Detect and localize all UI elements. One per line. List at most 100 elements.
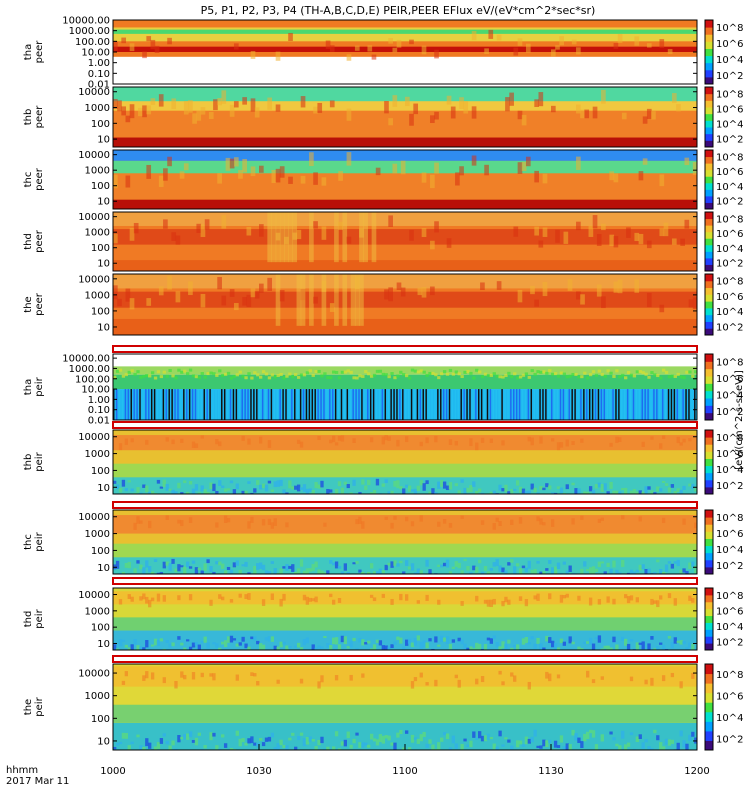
panel-probe-label: the <box>23 296 34 312</box>
panel-species-label: peir <box>34 451 45 471</box>
panel-frame <box>112 211 698 272</box>
y-tick-label: 100 <box>91 181 110 192</box>
colorbar-units-label: [eV/(cm^2-s-sr-eV)] <box>734 370 745 470</box>
colorbar-tick-label: 10^2 <box>716 71 743 82</box>
colorbar-tick-label: 10^8 <box>716 433 743 444</box>
colorbar-tick-label: 10^2 <box>716 734 743 745</box>
x-tick-label: 1000 <box>100 766 125 777</box>
panel-species-label: peir <box>34 608 45 628</box>
separator-strip <box>112 501 698 509</box>
y-tick-label: 10000 <box>78 212 110 223</box>
colorbar-tick-label: 10^8 <box>716 357 743 368</box>
energy-band <box>113 463 697 478</box>
colorbar-tick-label: 10^2 <box>716 407 743 418</box>
colorbar-tick-label: 10^8 <box>716 277 743 288</box>
energy-band <box>113 150 697 161</box>
colorbar-tick-label: 10^6 <box>716 374 743 385</box>
panel-probe-label: thd <box>23 233 34 250</box>
colorbar-tick-label: 10^4 <box>716 545 743 556</box>
y-tick-label: 10000 <box>78 669 110 680</box>
colorbar-tick-label: 10^4 <box>716 244 743 255</box>
panel-thb-peir: 10000 1000 100 10 thb peir <box>23 429 698 495</box>
y-tick-label: 10 <box>97 639 110 650</box>
y-tick-label: 10000.00 <box>62 16 110 27</box>
y-tick-label: 100 <box>91 466 110 477</box>
colorbar-tick-label: 10^6 <box>716 167 743 178</box>
energy-band <box>113 29 697 34</box>
colorbar-tick-label: 10^2 <box>716 481 743 492</box>
y-tick-label: 1.00 <box>88 58 110 69</box>
panel-species-label: peer <box>34 229 45 253</box>
y-tick-label: 1000.00 <box>69 364 110 375</box>
panel-thd-peer: 10000 1000 100 10 thd peer <box>23 211 698 272</box>
y-tick-label: 1000 <box>85 691 110 702</box>
y-tick-label: 10 <box>97 483 110 494</box>
colorbar: 10^2 10^4 10^6 10^8 <box>704 273 743 336</box>
separator-strip <box>112 577 698 585</box>
date-label: 2017 Mar 11 <box>6 776 70 787</box>
colorbar: 10^2 10^4 10^6 10^8 <box>704 86 743 148</box>
y-tick-label: 100.00 <box>75 37 110 48</box>
panel-species-label: peir <box>34 531 45 551</box>
colorbar-tick-label: 10^4 <box>716 622 743 633</box>
colorbar-tick-label: 10^6 <box>716 449 743 460</box>
y-tick-label: 0.01 <box>88 416 110 427</box>
colorbar: 10^2 10^4 10^6 10^8 <box>704 587 743 651</box>
colorbar: 10^2 10^4 10^6 10^8 <box>704 211 743 272</box>
energy-band <box>113 704 697 723</box>
panel-species-label: peir <box>34 696 45 716</box>
colorbar-tick-label: 10^6 <box>716 229 743 240</box>
y-tick-label: 1000 <box>85 103 110 114</box>
colorbar-tick-label: 10^8 <box>716 152 743 163</box>
panel-probe-label: the <box>23 699 34 715</box>
panel-thc-peir: 10000 1000 100 10 thc peir <box>23 509 698 575</box>
y-tick-label: 10000 <box>78 87 110 98</box>
panel-probe-label: thb <box>23 454 34 471</box>
panel-frame <box>112 509 698 575</box>
colorbar-tick-label: 10^8 <box>716 591 743 602</box>
energy-band <box>113 318 697 335</box>
energy-band <box>113 27 697 42</box>
colorbar-tick-label: 10^2 <box>716 135 743 146</box>
colorbar-tick-label: 10^2 <box>716 259 743 270</box>
colorbar-tick-label: 10^6 <box>716 691 743 702</box>
y-tick-label: 10000 <box>78 150 110 161</box>
y-tick-label: 100 <box>91 119 110 130</box>
y-tick-label: 100 <box>91 546 110 557</box>
separator-strip <box>112 655 698 663</box>
energy-band <box>113 212 697 226</box>
y-tick-label: 0.10 <box>88 69 110 80</box>
panel-species-label: peir <box>34 376 45 396</box>
colorbar-tick-label: 10^8 <box>716 670 743 681</box>
colorbar-tick-label: 10^4 <box>716 55 743 66</box>
panel-frame <box>112 273 698 336</box>
energy-band <box>113 87 697 103</box>
y-tick-label: 100 <box>91 243 110 254</box>
energy-band <box>113 199 697 209</box>
colorbar-tick-label: 10^8 <box>716 513 743 524</box>
y-tick-label: 100 <box>91 306 110 317</box>
panel-probe-label: thc <box>23 172 34 188</box>
y-tick-label: 100 <box>91 714 110 725</box>
x-tick-label: 1200 <box>684 766 709 777</box>
colorbar: 10^2 10^4 10^6 10^8 <box>704 663 743 751</box>
colorbar-tick-label: 10^4 <box>716 465 743 476</box>
panel-thd-peir: 10000 1000 100 10 thd peir <box>23 587 698 651</box>
y-tick-label: 10000 <box>78 590 110 601</box>
x-tick-label: 1030 <box>246 766 271 777</box>
panel-frame <box>112 353 698 421</box>
panel-probe-label: tha <box>23 379 34 395</box>
y-tick-label: 10000 <box>78 432 110 443</box>
panel-probe-label: thb <box>23 109 34 126</box>
colorbar-tick-label: 10^6 <box>716 292 743 303</box>
panel-probe-label: thd <box>23 611 34 628</box>
colorbar-tick-label: 10^4 <box>716 182 743 193</box>
y-tick-label: 1000 <box>85 606 110 617</box>
y-tick-label: 10 <box>97 259 110 270</box>
colorbar-tick-label: 10^6 <box>716 105 743 116</box>
panel-frame <box>112 429 698 495</box>
colorbar: 10^2 10^4 10^6 10^8 <box>704 19 743 85</box>
panel-the-peir: 10000 1000 100 10 the peir <box>23 663 698 751</box>
